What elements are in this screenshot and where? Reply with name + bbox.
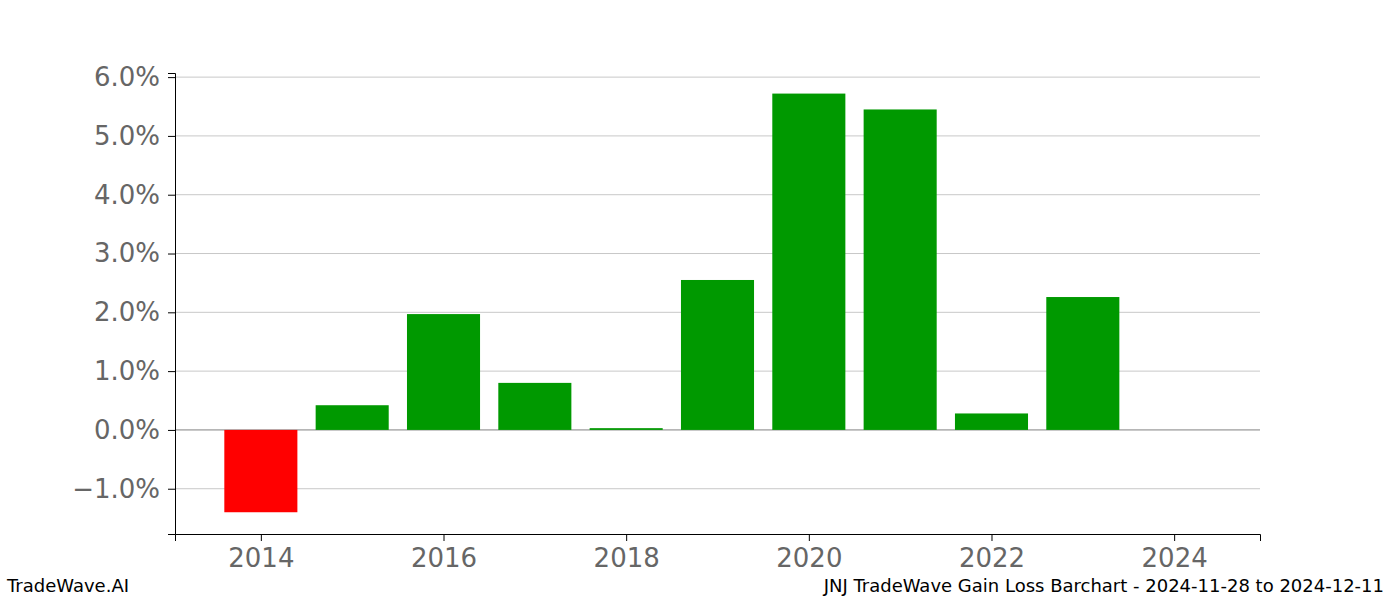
x-tick-label: 2022 [959,543,1025,573]
plot: 2014 2016 2018 2020 2022 2024 −1.0% 0.0% 1.0% 2.0… [72,62,1260,574]
x-tick-mark [1174,534,1175,541]
x-tick-mark [809,534,810,541]
x-tick-label: 2024 [1142,543,1208,573]
grid-line [175,488,1260,489]
x-axis-line [176,535,1261,542]
x-tick-mark [444,534,445,541]
bar [772,94,845,430]
bar [407,314,480,430]
bar [498,383,571,430]
y-tick: 2.0% [94,297,175,327]
y-tick-label: 0.0% [94,415,160,445]
x-tick-label: 2014 [228,543,294,573]
x-tick-mark [626,534,627,541]
bar [316,405,389,430]
grid [175,77,1260,489]
footer-right: JNJ TradeWave Gain Loss Barchart - 2024-… [823,575,1384,596]
y-tick-label: 1.0% [94,356,160,386]
y-axis: −1.0% 0.0% 1.0% 2.0% 3.0% 4.0% 5.0% 6.0% [72,62,175,535]
y-tick-mark [168,489,175,490]
y-axis-line [168,74,176,535]
grid-line [175,135,1260,136]
grid-line [175,194,1260,195]
bar [1138,429,1211,430]
footer-left: TradeWave.AI [6,575,129,596]
y-tick-label: 4.0% [94,180,160,210]
x-tick: 2018 [594,534,660,573]
y-tick: 6.0% [94,62,175,92]
x-tick: 2020 [776,534,842,573]
y-tick: −1.0% [72,474,175,504]
y-tick-mark [168,312,175,313]
y-tick-label: 2.0% [94,297,160,327]
bar [590,428,663,430]
bar [955,413,1028,429]
y-tick: 0.0% [94,415,175,445]
y-tick-mark [168,371,175,372]
x-tick: 2022 [959,534,1025,573]
x-tick: 2014 [228,534,294,573]
chart: 2014 2016 2018 2020 2022 2024 −1.0% 0.0% 1.0% 2.0… [0,0,1400,600]
y-tick-mark [168,430,175,431]
y-tick-mark [168,136,175,137]
y-tick: 5.0% [94,121,175,151]
x-tick-label: 2020 [776,543,842,573]
y-tick-mark [168,254,175,255]
x-tick: 2016 [411,534,477,573]
x-axis: 2014 2016 2018 2020 2022 2024 [176,534,1261,573]
x-tick-mark [991,534,992,541]
y-tick-mark [168,195,175,196]
y-tick-label: 5.0% [94,121,160,151]
x-tick: 2024 [1142,534,1208,573]
y-tick: 3.0% [94,238,175,268]
y-tick-label: 3.0% [94,238,160,268]
y-tick-label: −1.0% [72,474,160,504]
y-tick: 4.0% [94,180,175,210]
y-tick-mark [168,77,175,78]
bar [864,109,937,429]
grid-line [175,77,1260,78]
y-tick: 1.0% [94,356,175,386]
bar [224,430,297,512]
x-tick-mark [261,534,262,541]
y-tick-label: 6.0% [94,62,160,92]
x-tick-label: 2016 [411,543,477,573]
bar [1046,297,1119,430]
bars [224,94,1119,513]
bar [681,280,754,430]
x-tick-label: 2018 [594,543,660,573]
grid-line [175,253,1260,254]
